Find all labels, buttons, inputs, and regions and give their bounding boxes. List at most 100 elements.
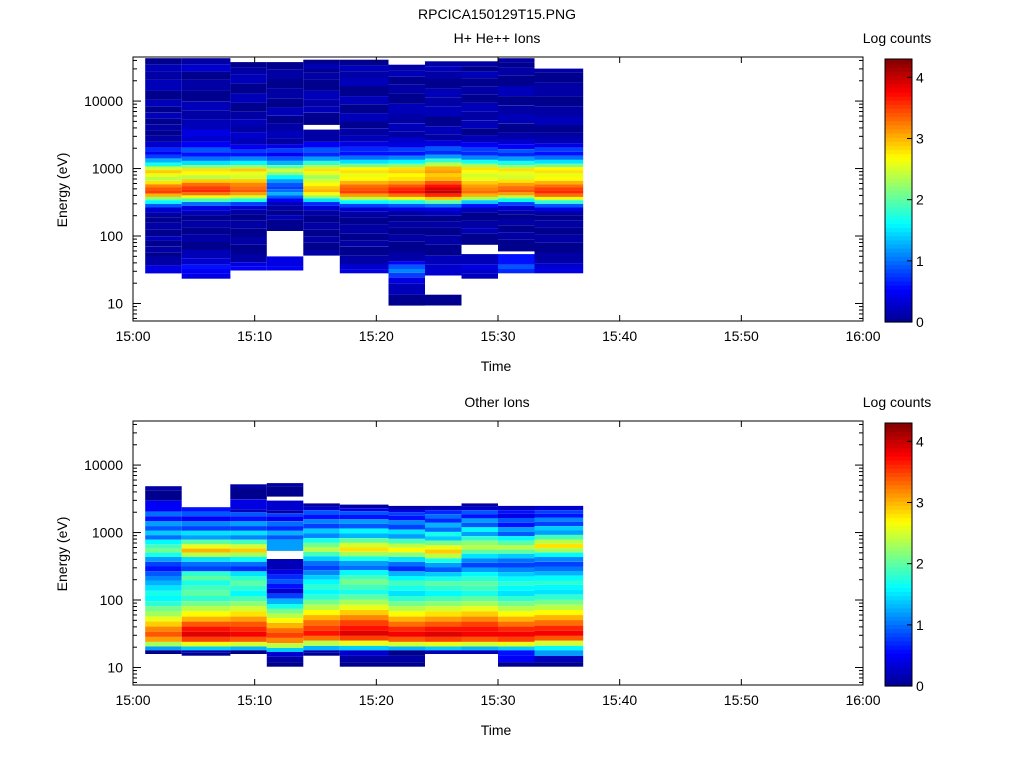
- heatmap-cell: [145, 626, 182, 632]
- heatmap-cell: [388, 131, 425, 138]
- heatmap-cell: [461, 646, 498, 651]
- heatmap-cell: [388, 70, 425, 77]
- heatmap-cell: [145, 147, 182, 152]
- heatmap-cell: [425, 650, 462, 654]
- heatmap-cell: [145, 557, 182, 562]
- heatmap-cell: [498, 611, 535, 617]
- heatmap-cell: [339, 203, 389, 208]
- colorbar-swatch: [885, 206, 912, 212]
- heatmap-cell: [181, 641, 231, 647]
- heatmap-cell: [230, 526, 267, 531]
- heatmap-cell: [145, 571, 182, 576]
- heatmap-cell: [425, 61, 462, 67]
- heatmap-cell: [303, 59, 340, 65]
- heatmap-cell: [339, 65, 389, 72]
- heatmap-cell: [266, 638, 304, 644]
- colorbar-swatch: [885, 59, 912, 64]
- heatmap-cell: [266, 583, 304, 589]
- heatmap-cell: [266, 535, 304, 540]
- heatmap-cell: [145, 217, 182, 223]
- heatmap-cell: [145, 486, 182, 491]
- heatmap-cell: [388, 277, 425, 284]
- heatmap-cell: [303, 64, 340, 69]
- heatmap-cell: [461, 86, 498, 95]
- heatmap-cell: [303, 538, 340, 543]
- heatmap-cell: [388, 557, 425, 562]
- heatmap-cell: [534, 589, 584, 595]
- heatmap-cell: [498, 202, 535, 206]
- heatmap-cell: [425, 581, 462, 586]
- heatmap-cell: [425, 200, 462, 204]
- heatmap-cell: [534, 68, 584, 73]
- colorbar-swatch: [885, 435, 912, 441]
- heatmap-cell: [461, 220, 498, 229]
- heatmap-cell: [145, 616, 182, 622]
- colorbar-swatch: [885, 542, 912, 547]
- heatmap-cell: [498, 168, 535, 172]
- heatmap-cell: [339, 163, 389, 168]
- heatmap-cell: [461, 590, 498, 596]
- colorbar: 0 1 2 3 4: [884, 58, 924, 330]
- heatmap-cell: [534, 207, 584, 211]
- heatmap-cell: [339, 159, 389, 164]
- heatmap-cell: [145, 539, 182, 545]
- heatmap-cell: [181, 147, 231, 153]
- colorbar-swatch: [885, 215, 912, 220]
- heatmap-cell: [266, 628, 304, 633]
- colorbar-tick-label: 0: [916, 314, 924, 330]
- heatmap-cell: [498, 114, 535, 124]
- heatmap-cell: [303, 222, 340, 230]
- colorbar-swatch: [885, 476, 912, 482]
- heatmap-cell: [230, 606, 267, 612]
- heatmap-cell: [461, 147, 498, 152]
- heatmap-cell: [534, 625, 584, 631]
- heatmap-cell: [145, 222, 182, 230]
- heatmap-cell: [230, 228, 267, 237]
- heatmap-cell: [303, 506, 340, 511]
- heatmap-cell: [145, 246, 182, 253]
- heatmap-cell: [145, 544, 182, 549]
- colorbar-swatch: [885, 132, 912, 138]
- heatmap-cell: [339, 151, 389, 156]
- colorbar-swatch: [885, 128, 912, 134]
- heatmap-cell: [498, 239, 535, 252]
- heatmap-cell: [145, 590, 182, 596]
- heatmap-cell: [145, 500, 182, 512]
- heatmap-cell: [534, 505, 584, 511]
- colorbar-tick-label: 4: [916, 433, 924, 449]
- heatmap-cell: [181, 535, 231, 540]
- heatmap-cell: [266, 652, 304, 657]
- colorbar-swatch: [885, 566, 912, 572]
- colorbar-swatch: [885, 624, 912, 630]
- heatmap-cell: [230, 209, 267, 215]
- heatmap-cell: [230, 552, 267, 557]
- heatmap-cell: [534, 650, 584, 656]
- colorbar-swatch: [885, 202, 912, 208]
- heatmap-cell: [498, 62, 535, 68]
- heatmap-cell: [181, 590, 231, 596]
- heatmap-cell: [461, 636, 498, 642]
- heatmap-cell: [303, 635, 340, 641]
- heatmap-cell: [534, 155, 584, 160]
- heatmap-cell: [498, 553, 535, 559]
- heatmap-cell: [266, 579, 304, 584]
- colorbar-swatch: [885, 447, 912, 453]
- colorbar-swatch: [885, 484, 912, 490]
- heatmap-cell: [534, 585, 584, 590]
- colorbar-swatch: [885, 289, 912, 294]
- heatmap-cell: [534, 645, 584, 651]
- heatmap-cell: [498, 153, 535, 157]
- heatmap-cell: [534, 170, 584, 174]
- heatmap-cell: [145, 71, 182, 80]
- heatmap-cell: [145, 187, 182, 191]
- colorbar-swatch: [885, 612, 912, 617]
- heatmap-cell: [181, 544, 231, 549]
- heatmap-cell: [339, 650, 389, 656]
- heatmap-cell: [534, 640, 584, 646]
- colorbar-swatch: [885, 496, 912, 502]
- heatmap-cell: [266, 510, 304, 514]
- heatmap-cell: [230, 83, 267, 94]
- heatmap-cell: [303, 570, 340, 576]
- heatmap-cell: [145, 58, 182, 65]
- heatmap-cell: [230, 119, 267, 126]
